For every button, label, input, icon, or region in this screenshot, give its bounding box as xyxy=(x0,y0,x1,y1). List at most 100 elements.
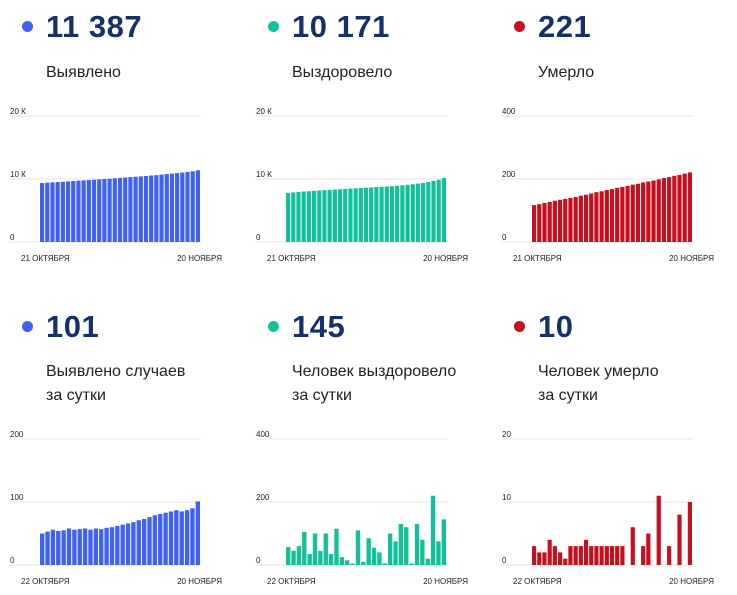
bar xyxy=(88,529,93,565)
bar xyxy=(547,201,552,242)
daily-detected-chart: 0 100 200 22 ОКТЯБРЯ 20 НОЯБРЯ xyxy=(9,430,222,586)
bar xyxy=(91,179,97,242)
y-tick-label: 20 К xyxy=(256,107,272,116)
bar xyxy=(630,184,635,242)
bar xyxy=(382,563,387,565)
y-tick-label: 20 К xyxy=(10,107,26,116)
bar xyxy=(131,522,136,565)
bar xyxy=(594,192,599,242)
bar xyxy=(583,194,589,242)
bar xyxy=(117,177,123,242)
bar xyxy=(609,546,615,565)
bar xyxy=(81,180,86,242)
bar xyxy=(163,512,168,565)
bar xyxy=(184,510,190,565)
teal-dot-icon xyxy=(268,321,279,332)
daily-recovered-value: 145 xyxy=(292,309,346,344)
y-tick-label: 0 xyxy=(502,233,507,242)
y-tick-label: 0 xyxy=(256,233,261,242)
bar xyxy=(296,546,302,565)
bar xyxy=(379,186,384,242)
bar xyxy=(327,189,332,242)
bar xyxy=(661,178,667,242)
bar xyxy=(328,553,334,565)
bar xyxy=(552,200,557,242)
bar xyxy=(60,181,65,242)
bar xyxy=(400,185,405,242)
bar xyxy=(635,183,641,242)
bar xyxy=(71,181,76,242)
bar xyxy=(687,172,692,242)
daily-detected-value: 101 xyxy=(46,309,100,344)
daily-died-label-line1: Человек умерло xyxy=(538,363,659,380)
bar xyxy=(72,529,77,565)
total-recovered-value: 10 171 xyxy=(292,9,390,44)
x-tick-label-start: 22 ОКТЯБРЯ xyxy=(267,577,316,586)
bar xyxy=(656,495,661,565)
bar xyxy=(104,527,109,565)
x-tick-label-end: 20 НОЯБРЯ xyxy=(177,254,222,263)
card-daily-detected: 101 Выявлено случаев за сутки 0 100 200 22 … xyxy=(0,298,246,595)
bar xyxy=(369,187,374,242)
bar xyxy=(363,187,369,242)
bar xyxy=(557,552,563,565)
bar xyxy=(589,193,594,242)
bar xyxy=(387,533,393,565)
bar xyxy=(99,529,104,565)
bar xyxy=(672,175,677,242)
died-chart: 0 200 400 21 ОКТЯБРЯ 20 НОЯБРЯ xyxy=(501,107,714,263)
bar xyxy=(542,552,547,565)
x-tick-label-end: 20 НОЯБРЯ xyxy=(669,254,714,263)
bar xyxy=(317,190,322,242)
bar xyxy=(420,539,425,565)
bar xyxy=(599,546,604,565)
bar xyxy=(158,513,163,565)
x-tick-label-end: 20 НОЯБРЯ xyxy=(669,577,714,586)
bar xyxy=(547,539,552,565)
bar xyxy=(301,191,306,242)
bar xyxy=(109,527,115,565)
bar xyxy=(337,189,343,242)
daily-recovered-label-line2: за сутки xyxy=(292,387,352,404)
bar xyxy=(573,546,578,565)
bar xyxy=(646,181,651,242)
y-tick-label: 10 xyxy=(502,493,511,502)
bar xyxy=(112,178,117,242)
bar xyxy=(180,172,185,242)
bar xyxy=(56,530,61,565)
total-died-value: 221 xyxy=(538,9,592,44)
bar xyxy=(630,527,635,565)
bar xyxy=(286,547,291,565)
bar xyxy=(291,192,296,242)
bar xyxy=(302,531,307,565)
y-tick-label: 100 xyxy=(10,493,24,502)
bar xyxy=(128,177,133,242)
bar xyxy=(141,519,147,565)
bar xyxy=(578,546,583,565)
bar xyxy=(441,177,446,242)
bar xyxy=(286,192,291,242)
bar xyxy=(154,175,159,242)
bar xyxy=(332,189,337,242)
x-tick-label-start: 22 ОКТЯБРЯ xyxy=(21,577,70,586)
bar xyxy=(374,187,379,242)
bar xyxy=(65,181,71,242)
bar xyxy=(358,187,363,242)
x-tick-label-end: 20 НОЯБРЯ xyxy=(423,254,468,263)
bar xyxy=(578,195,583,242)
bar xyxy=(667,546,672,565)
bar xyxy=(353,188,358,242)
bar xyxy=(190,508,195,565)
bar xyxy=(123,177,128,242)
x-tick-label-start: 21 ОКТЯБРЯ xyxy=(21,254,70,263)
total-detected-value: 11 387 xyxy=(46,9,143,44)
bar xyxy=(620,546,625,565)
bar xyxy=(133,176,138,242)
bar xyxy=(410,184,415,242)
bar xyxy=(86,180,91,242)
bar xyxy=(76,180,81,242)
bar xyxy=(371,547,377,565)
bar xyxy=(93,528,99,565)
bar xyxy=(414,524,420,565)
bar xyxy=(175,173,180,242)
